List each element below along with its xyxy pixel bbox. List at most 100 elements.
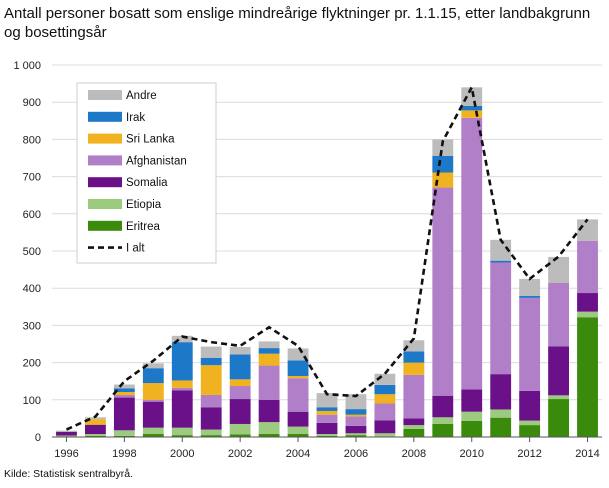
bar-afghanistan-2012 [519, 297, 541, 391]
bar-irak-2001 [200, 357, 222, 366]
x-tick-label: 1996 [54, 448, 78, 460]
bar-somalia-2009 [432, 395, 454, 418]
bar-afghanistan-2003 [258, 365, 280, 400]
bar-somalia-2002 [229, 399, 251, 424]
bar-eritrea-2006 [345, 435, 367, 437]
bar-somalia-2004 [287, 411, 309, 427]
x-tick-label: 2006 [344, 448, 368, 460]
bar-somalia-2008 [403, 418, 425, 426]
total-line-i-alt [65, 83, 589, 431]
x-tick-label: 1998 [112, 448, 136, 460]
legend-label-etiopia: Etiopia [126, 199, 162, 211]
bar-somalia-2000 [171, 390, 193, 428]
bar-afghanistan-2002 [229, 386, 251, 400]
bar-etiopia-2000 [171, 427, 193, 436]
bar-afghanistan-2000 [171, 387, 193, 391]
bar-etiopia-2013 [548, 395, 569, 400]
axis-layer: 0 100 200 300 400 500 600 700 800 900 1 000 1996 199… [13, 60, 602, 460]
bar-sri-lanka-1999 [142, 383, 164, 400]
y-tick-label: 600 [23, 209, 41, 221]
y-tick-label: 700 [23, 172, 41, 184]
bar-somalia-2012 [519, 390, 541, 421]
bar-somalia-1999 [142, 401, 164, 428]
legend-label-eritrea: Eritrea [126, 221, 160, 233]
bar-andre-2008 [403, 340, 425, 352]
bar-andre-2002 [229, 346, 251, 355]
source-note: Kilde: Statistisk sentralbyrå. [4, 468, 133, 480]
x-tick-label: 2008 [402, 448, 426, 460]
bar-sri-lanka-2010 [461, 110, 483, 118]
bar-somalia-2010 [461, 389, 483, 412]
bar-eritrea-2003 [258, 434, 280, 437]
x-tick-label: 2004 [286, 448, 310, 460]
bar-etiopia-1998 [113, 430, 135, 436]
bar-eritrea-1997 [85, 435, 106, 437]
bar-andre-2001 [200, 346, 222, 358]
bar-etiopia-2001 [200, 429, 222, 436]
y-tick-label: 0 [35, 432, 41, 444]
bar-afghanistan-2001 [200, 394, 222, 408]
bar-sri-lanka-1998 [113, 391, 135, 395]
bar-andre-2014 [577, 219, 598, 241]
bar-somalia-2011 [490, 374, 512, 410]
bar-andre-2009 [432, 139, 454, 156]
bar-eritrea-2000 [171, 435, 193, 437]
bar-eritrea-2013 [548, 399, 569, 437]
legend-label-irak: Irak [126, 112, 145, 124]
legend: Andre Irak Sri Lanka Afghanistan Somalia Etio… [76, 82, 217, 264]
bars-layer [56, 87, 598, 437]
bar-irak-2006 [345, 409, 367, 415]
y-tick-label: 1 000 [13, 60, 41, 72]
bar-andre-2011 [490, 239, 512, 261]
bar-sri-lanka-2003 [258, 353, 280, 366]
bar-etiopia-2005 [316, 434, 338, 436]
bar-sri-lanka-2007 [374, 394, 396, 404]
legend-box [76, 82, 217, 264]
x-tick-label: 2002 [228, 448, 252, 460]
bar-andre-1999 [142, 363, 164, 369]
bar-andre-2006 [345, 394, 367, 410]
bar-somalia-2005 [316, 422, 338, 435]
bar-andre-1997 [85, 417, 106, 420]
bar-etiopia-1997 [85, 434, 106, 436]
bar-irak-1999 [142, 368, 164, 384]
legend-swatch-sri-lanka [88, 133, 122, 144]
bar-sri-lanka-2002 [229, 379, 251, 387]
bar-eritrea-2002 [229, 434, 251, 437]
legend-swatch-afghanistan [88, 155, 122, 166]
bar-irak-1998 [113, 388, 135, 392]
bar-etiopia-2010 [461, 411, 483, 422]
bar-eritrea-2014 [577, 317, 598, 437]
bar-eritrea-1998 [113, 435, 135, 437]
bar-irak-2002 [229, 354, 251, 380]
legend-swatch-somalia [88, 177, 122, 188]
bar-afghanistan-2011 [490, 262, 512, 375]
bar-sri-lanka-2001 [200, 365, 222, 395]
bar-sri-lanka-2005 [316, 410, 338, 415]
y-tick-label: 500 [23, 246, 41, 258]
bar-afghanistan-2005 [316, 414, 338, 423]
bar-afghanistan-2006 [345, 416, 367, 426]
bar-eritrea-2008 [403, 428, 425, 437]
chart-title: Antall personer bosatt som enslige mindr… [4, 5, 591, 41]
bar-somalia-2001 [200, 407, 222, 430]
x-tick-label: 2010 [459, 448, 483, 460]
bar-andre-2000 [171, 335, 193, 343]
bar-andre-2003 [258, 341, 280, 349]
bar-eritrea-2011 [490, 417, 512, 437]
bar-etiopia-1999 [142, 427, 164, 435]
bar-irak-2008 [403, 351, 425, 363]
bar-eritrea-2009 [432, 423, 454, 437]
bar-irak-2003 [258, 348, 280, 354]
bar-irak-2010 [461, 105, 483, 111]
bar-etiopia-1996 [56, 435, 77, 437]
bar-somalia-2003 [258, 399, 280, 423]
x-tick-label: 2000 [170, 448, 194, 460]
x-tick-label: 2012 [517, 448, 541, 460]
bar-sri-lanka-1997 [85, 419, 106, 425]
bar-andre-2005 [316, 393, 338, 408]
legend-label-sri-lanka: Sri Lanka [126, 134, 175, 146]
bar-etiopia-2004 [287, 426, 309, 435]
bar-somalia-2006 [345, 425, 367, 434]
